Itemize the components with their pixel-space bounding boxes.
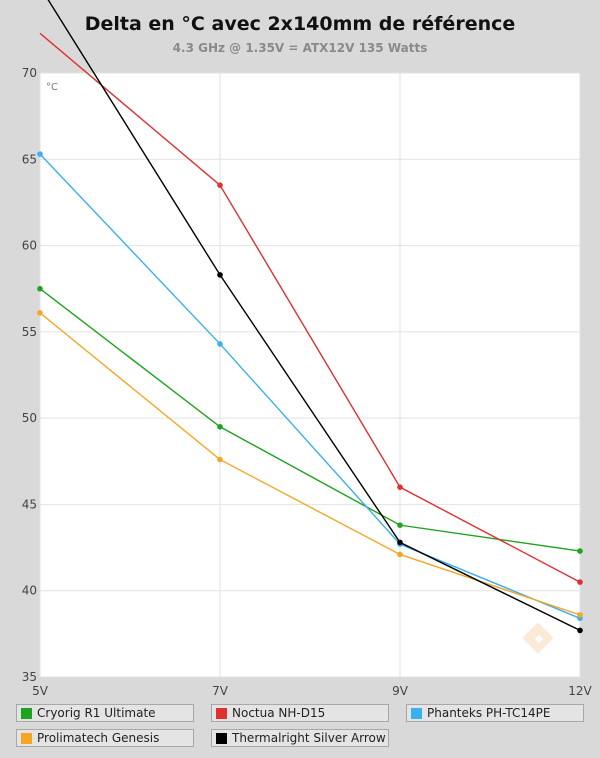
legend-item[interactable]: Noctua NH-D15 (211, 704, 389, 722)
legend-swatch (21, 708, 32, 719)
series-thermalright-silver-arrow (47, 0, 583, 634)
series-line (39, 288, 581, 552)
data-point (397, 484, 403, 490)
data-point (217, 456, 223, 463)
x-tick-label: 7V (212, 684, 229, 698)
legend-label: Phanteks PH-TC14PE (427, 706, 551, 720)
legend-item[interactable]: Thermalright Silver Arrow (211, 729, 389, 747)
legend-swatch (216, 708, 227, 719)
x-tick-label: 5V (32, 684, 49, 698)
data-point (397, 539, 403, 546)
data-point (217, 272, 223, 278)
data-point (577, 627, 583, 634)
data-point (577, 548, 583, 554)
data-point (577, 612, 583, 618)
data-point (217, 341, 223, 347)
y-tick-label: 65 (22, 152, 37, 166)
data-point (397, 551, 403, 558)
y-tick-label: 55 (22, 325, 37, 339)
series-line (39, 312, 581, 616)
legend-item[interactable]: Cryorig R1 Ultimate (16, 704, 194, 722)
legend-label: Prolimatech Genesis (37, 731, 160, 745)
series-cryorig-r1-ultimate (37, 285, 583, 554)
chart-title: Delta en °C avec 2x140mm de référence (85, 13, 516, 35)
legend-swatch (21, 733, 32, 744)
legend-label: Cryorig R1 Ultimate (37, 706, 156, 720)
series-line (47, 0, 581, 632)
y-unit-label: °C (46, 82, 58, 93)
legend-swatch (411, 708, 422, 719)
y-tick-label: 70 (22, 66, 37, 80)
x-axis: 5V 7V 9V 12V (32, 684, 592, 698)
y-tick-label: 35 (22, 670, 37, 684)
y-tick-label: 60 (22, 239, 37, 253)
x-tick-label: 9V (392, 684, 409, 698)
y-tick-label: 50 (22, 411, 37, 425)
data-point (397, 522, 403, 528)
series-noctua-nh-d15 (39, 32, 583, 585)
y-tick-label: 45 (22, 497, 37, 511)
plot-area (40, 73, 580, 677)
series-layer (37, 0, 583, 634)
series-line (39, 153, 581, 619)
legend-label: Noctua NH-D15 (232, 706, 326, 720)
x-tick-label: 12V (568, 684, 592, 698)
legend-label: Thermalright Silver Arrow (232, 731, 386, 745)
y-tick-label: 40 (22, 584, 37, 598)
series-prolimatech-genesis (37, 310, 583, 618)
data-point (37, 310, 43, 316)
data-point (217, 182, 223, 188)
data-point (37, 151, 43, 157)
legend-item[interactable]: Prolimatech Genesis (16, 729, 194, 747)
grid-layer (39, 72, 581, 678)
data-point (217, 423, 223, 430)
chart-subtitle: 4.3 GHz @ 1.35V = ATX12V 135 Watts (173, 41, 428, 55)
y-axis: 35 40 45 50 55 60 65 70 (22, 66, 37, 684)
data-point (37, 285, 43, 292)
series-line (39, 32, 581, 583)
data-point (577, 579, 583, 585)
legend-item[interactable]: Phanteks PH-TC14PE (406, 704, 584, 722)
legend-swatch (216, 733, 227, 744)
